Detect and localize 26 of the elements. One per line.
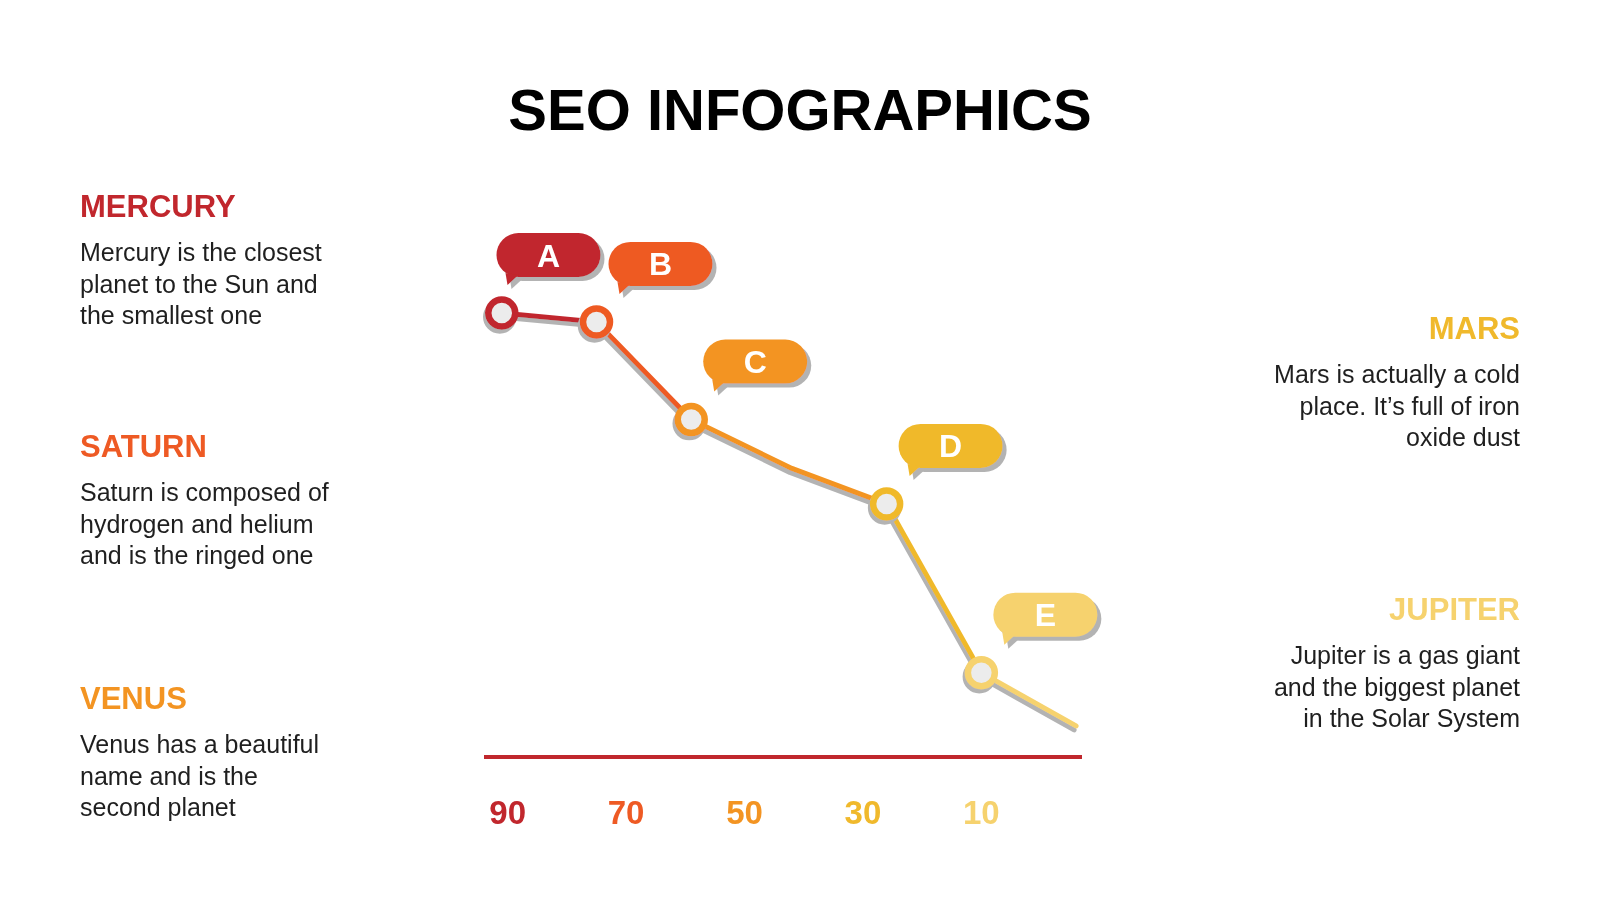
annotation: A: [536, 237, 561, 274]
point: [674, 402, 708, 437]
annotation: B: [648, 246, 673, 283]
x-tick-label: 50: [726, 794, 763, 831]
text: MERCURY: [80, 189, 236, 224]
annotation: C: [743, 344, 767, 381]
point: [964, 655, 999, 690]
point: [485, 296, 519, 330]
point: [579, 305, 614, 339]
x-tick-label: 10: [962, 794, 1000, 831]
text: Saturn is composed of hydrogen and helium and is the ringed one: [80, 478, 329, 569]
text: JUPITER: [1389, 592, 1520, 627]
chart-title: SEO INFOGRAPHICS: [508, 77, 1092, 142]
annotation: E: [1034, 597, 1057, 634]
x-tick-label: 30: [844, 794, 882, 831]
text: Jupiter is a gas giant and the biggest planet in the Solar System: [1273, 641, 1521, 732]
point: [869, 487, 904, 521]
x-tick-label: 90: [489, 794, 527, 831]
text: Mars is actually a cold place. It’s full of iron oxide dust: [1274, 360, 1521, 451]
text: SATURN: [80, 429, 207, 464]
text: MARS: [1428, 311, 1520, 346]
text: VENUS: [80, 681, 187, 716]
text: Venus has a beautiful name and is the second planet: [80, 730, 320, 821]
text: Mercury is the closest planet to the Sun and the smallest one: [80, 238, 322, 329]
annotation: D: [939, 428, 963, 465]
x-tick-label: 70: [607, 794, 645, 831]
